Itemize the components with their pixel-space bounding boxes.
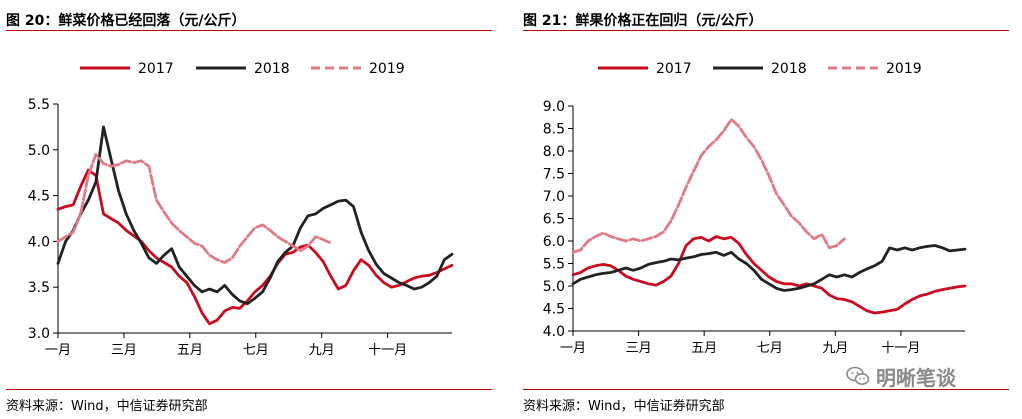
legend-label: 2019 (369, 61, 405, 77)
y-tick-label: 4.0 (543, 324, 565, 340)
y-tick-label: 5.0 (28, 143, 50, 159)
y-tick-label: 5.5 (543, 257, 565, 273)
series-line-2018 (56, 125, 454, 306)
y-tick-label: 8.5 (543, 122, 565, 138)
source-note: 资料来源：Wind，中信证券研究部 (6, 399, 208, 414)
y-tick-label: 4.0 (28, 234, 50, 250)
y-tick-label: 5.0 (543, 279, 565, 295)
x-tick-label: 一月 (560, 341, 586, 356)
x-tick-label: 九月 (822, 341, 848, 356)
title-divider (6, 30, 492, 31)
y-tick-label: 3.5 (28, 280, 50, 296)
source-note: 资料来源：Wind，中信证券研究部 (523, 399, 725, 414)
legend-label: 2019 (886, 61, 922, 77)
wechat-icon (846, 366, 870, 385)
x-tick-label: 七月 (757, 341, 783, 356)
series-line-2018 (571, 244, 967, 292)
series-line-2017 (56, 168, 454, 326)
watermark-text: 明晰笔谈 (876, 366, 956, 390)
source-divider (523, 389, 1009, 390)
y-tick-label: 4.5 (543, 302, 565, 318)
series-line-2019 (56, 153, 333, 264)
legend-label: 2017 (656, 61, 692, 77)
series-line-2019 (571, 118, 846, 254)
x-tick-label: 五月 (691, 341, 717, 356)
figure-20-panel: 图 20：鲜菜价格已经回落（元/公斤） 2017 2018 2019 5.5 5.0 4.… (6, 0, 492, 419)
legend-label: 2018 (254, 61, 290, 77)
x-tick-label: 五月 (177, 343, 203, 358)
title-divider (523, 30, 1009, 31)
figure-title: 图 21：鲜果价格正在回归（元/公斤） (523, 13, 763, 29)
y-tick-label: 5.5 (28, 97, 50, 113)
y-tick-label: 4.5 (28, 189, 50, 205)
y-tick-label: 8.0 (543, 144, 565, 160)
legend-label: 2018 (771, 61, 807, 77)
x-tick-label: 十一月 (881, 341, 920, 356)
y-tick-label: 3.0 (28, 326, 50, 342)
x-tick-label: 七月 (243, 343, 269, 358)
y-tick-label: 6.5 (543, 212, 565, 228)
x-tick-label: 十一月 (368, 343, 407, 358)
y-tick-label: 7.5 (543, 167, 565, 183)
vegetable-price-chart: 2017 2018 2019 5.5 5.0 4.5 4.0 3.5 3.0一月 三月 五月 七月 九月… (28, 61, 454, 358)
source-divider (6, 389, 492, 390)
x-tick-label: 九月 (309, 343, 335, 358)
x-tick-label: 三月 (111, 343, 137, 358)
watermark: 明晰笔谈 (846, 362, 1016, 390)
figure-title: 图 20：鲜菜价格已经回落（元/公斤） (6, 13, 246, 29)
fruit-price-chart: 2017 2018 2019 9.0 8.5 8.0 7.5 7.0 6.5 6.0 5.5 5.0 4… (543, 61, 967, 356)
figure-21-panel: 图 21：鲜果价格正在回归（元/公斤） 2017 2018 2019 9.0 8.5 8.… (523, 0, 1009, 419)
y-tick-label: 7.0 (543, 189, 565, 205)
y-tick-label: 9.0 (543, 99, 565, 115)
y-tick-label: 6.0 (543, 234, 565, 250)
series-line-2017 (571, 235, 967, 315)
x-tick-label: 三月 (626, 341, 652, 356)
x-tick-label: 一月 (45, 343, 71, 358)
legend-label: 2017 (138, 61, 174, 77)
